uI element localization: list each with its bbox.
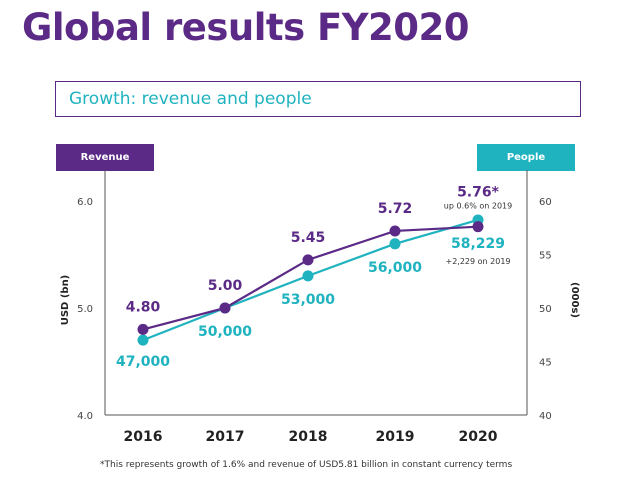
x-tick-label: 2016	[124, 429, 163, 445]
revenue-data-label: 5.45	[291, 230, 326, 246]
people-data-label: 47,000	[116, 354, 170, 370]
people-axis-tag: People	[477, 144, 575, 171]
people-data-label: 56,000	[368, 260, 422, 276]
right-tick-label: 40	[539, 411, 552, 422]
right-axis-title: (000s)	[569, 282, 580, 318]
revenue-annotation: up 0.6% on 2019	[444, 202, 512, 211]
revenue-data-point	[472, 221, 484, 233]
page-title: Global results FY2020	[22, 6, 470, 49]
people-data-point	[137, 334, 149, 346]
revenue-data-label: 5.00	[208, 278, 243, 294]
x-tick-label: 2020	[459, 429, 498, 445]
revenue-data-point	[137, 323, 149, 335]
revenue-data-point	[302, 254, 314, 266]
footnote: *This represents growth of 1.6% and reve…	[100, 460, 513, 470]
people-data-point	[302, 270, 314, 282]
left-tick-label: 4.0	[77, 411, 93, 422]
people-data-label: 58,229	[451, 236, 505, 252]
revenue-data-point	[219, 302, 231, 314]
right-tick-label: 55	[539, 251, 552, 262]
left-tick-label: 6.0	[77, 197, 93, 208]
x-tick-label: 2017	[206, 429, 245, 445]
subtitle-box: Growth: revenue and people	[55, 81, 581, 117]
left-axis-title: USD (bn)	[60, 275, 71, 326]
people-data-label: 53,000	[281, 292, 335, 308]
left-tick-label: 5.0	[77, 304, 93, 315]
revenue-axis-tag: Revenue	[56, 144, 154, 171]
revenue-data-label: 5.72	[378, 201, 413, 217]
right-tick-label: 45	[539, 358, 552, 369]
x-tick-label: 2018	[289, 429, 328, 445]
people-data-point	[389, 238, 401, 250]
revenue-data-label: 5.76*	[457, 185, 500, 201]
x-tick-label: 2019	[376, 429, 415, 445]
chart-subtitle: Growth: revenue and people	[69, 89, 312, 109]
right-tick-label: 50	[539, 304, 552, 315]
right-tick-label: 60	[539, 197, 552, 208]
people-annotation: +2,229 on 2019	[445, 257, 510, 266]
people-data-label: 50,000	[198, 324, 252, 340]
revenue-data-point	[389, 225, 401, 237]
revenue-data-label: 4.80	[126, 299, 161, 315]
